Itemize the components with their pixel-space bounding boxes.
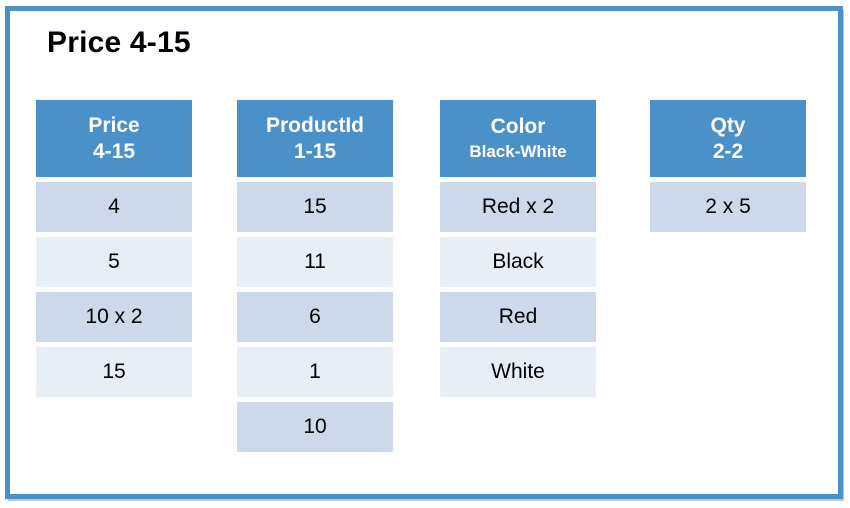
cell-value: Red (498, 305, 538, 328)
table-header: Color Black-White (440, 100, 596, 177)
table-row: Red x 2 (440, 182, 596, 232)
page-title: Price 4-15 (47, 26, 191, 59)
table-row: 15 (36, 347, 192, 397)
cell-value: 4 (108, 195, 120, 218)
table-color: Color Black-White Red x 2 Black Red Whit… (440, 100, 596, 397)
table-row: 1 (237, 347, 393, 397)
cell-value: 15 (102, 360, 126, 383)
header-range-label: 2-2 (712, 139, 744, 163)
table-rows: 2 x 5 (650, 182, 806, 232)
table-row: 6 (237, 292, 393, 342)
table-row: 11 (237, 237, 393, 287)
cell-value: Red x 2 (481, 195, 555, 218)
cell-value: 11 (304, 250, 326, 273)
cell-value: 10 (303, 415, 327, 438)
cell-value: 6 (309, 305, 321, 328)
table-row: Black (440, 237, 596, 287)
table-row: Red (440, 292, 596, 342)
table-price: Price 4-15 4 5 10 x 2 15 (36, 100, 192, 397)
table-header: Qty 2-2 (650, 100, 806, 177)
table-rows: 15 11 6 1 10 (237, 182, 393, 452)
table-row: 10 (237, 402, 393, 452)
table-row: 5 (36, 237, 192, 287)
table-header: ProductId 1-15 (237, 100, 393, 177)
cell-value: White (491, 360, 545, 383)
header-range-label: 1-15 (293, 139, 337, 163)
table-row: White (440, 347, 596, 397)
header-field-label: Price (88, 113, 140, 137)
header-field-label: ProductId (266, 113, 364, 137)
table-row: 15 (237, 182, 393, 232)
table-productid: ProductId 1-15 15 11 6 1 10 (237, 100, 393, 452)
cell-value: Black (492, 250, 544, 273)
table-header: Price 4-15 (36, 100, 192, 177)
table-rows: Red x 2 Black Red White (440, 182, 596, 397)
table-rows: 4 5 10 x 2 15 (36, 182, 192, 397)
cell-value: 15 (303, 195, 327, 218)
cell-value: 2 x 5 (705, 195, 751, 218)
header-field-label: Qty (710, 113, 746, 137)
cell-value: 5 (108, 250, 120, 273)
header-range-label: 4-15 (92, 139, 136, 163)
table-row: 2 x 5 (650, 182, 806, 232)
cell-value: 10 x 2 (85, 305, 143, 328)
table-row: 4 (36, 182, 192, 232)
header-range-label: Black-White (469, 142, 567, 161)
table-row: 10 x 2 (36, 292, 192, 342)
cell-value: 1 (309, 360, 321, 383)
table-qty: Qty 2-2 2 x 5 (650, 100, 806, 232)
header-field-label: Color (490, 115, 546, 138)
